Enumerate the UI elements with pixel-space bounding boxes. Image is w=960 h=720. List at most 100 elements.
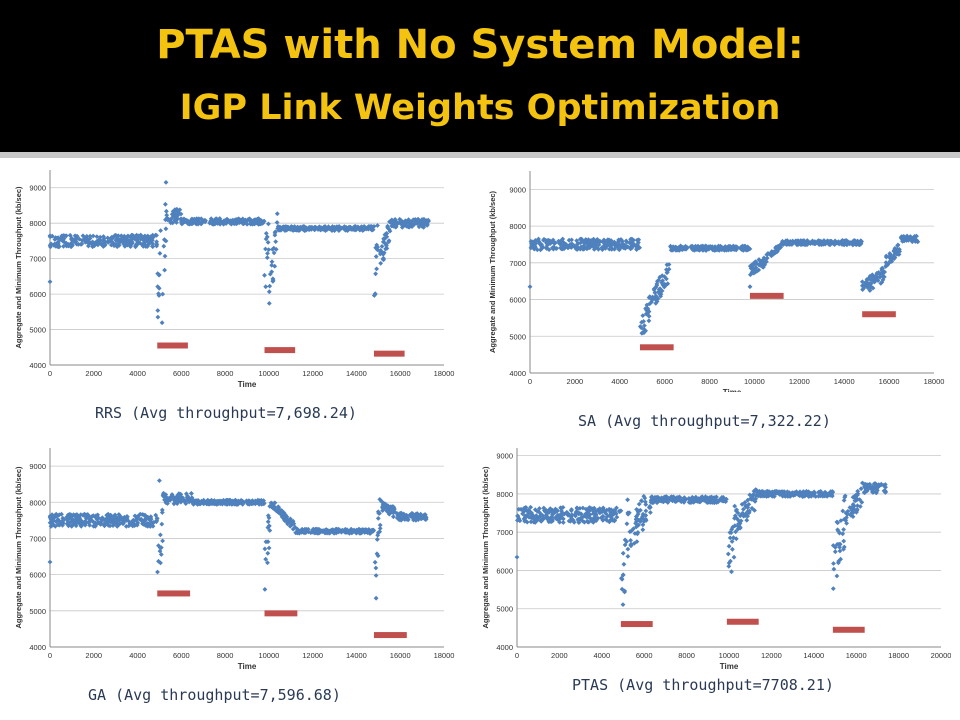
data-point bbox=[622, 242, 628, 248]
data-point bbox=[736, 521, 741, 527]
data-point bbox=[594, 241, 600, 247]
data-point bbox=[625, 553, 631, 559]
data-point bbox=[96, 239, 102, 245]
data-point bbox=[380, 508, 386, 514]
data-point bbox=[79, 241, 85, 247]
data-point bbox=[345, 227, 351, 233]
data-point bbox=[160, 538, 166, 544]
data-point bbox=[657, 286, 663, 292]
data-point bbox=[47, 234, 53, 240]
data-point bbox=[614, 514, 620, 520]
data-point bbox=[265, 519, 271, 525]
x-tick-label: 16000 bbox=[390, 651, 411, 660]
data-point bbox=[607, 517, 613, 523]
data-point bbox=[355, 225, 360, 231]
data-point bbox=[90, 233, 96, 239]
y-axis-label: Aggregate and Minimum Throughput (kb/sec… bbox=[14, 186, 23, 349]
y-tick-label: 9000 bbox=[496, 452, 513, 461]
chart-sa: 4000 5000 6000 7000 8000 9000 0 2000 4000 6000 800… bbox=[488, 171, 944, 392]
data-point bbox=[514, 554, 520, 560]
data-point bbox=[555, 516, 561, 522]
data-point bbox=[155, 314, 161, 320]
data-point bbox=[627, 529, 633, 535]
data-point bbox=[159, 521, 165, 527]
data-point bbox=[262, 272, 267, 278]
data-point bbox=[640, 527, 646, 533]
caption-ga: GA (Avg throughput=7,596.68) bbox=[88, 686, 341, 704]
x-tick-label: 18000 bbox=[888, 651, 909, 660]
data-point bbox=[831, 561, 836, 566]
data-point bbox=[375, 515, 381, 521]
x-tick-label: 2000 bbox=[85, 369, 102, 378]
data-point bbox=[265, 250, 270, 256]
data-point bbox=[549, 512, 555, 518]
y-tick-label: 5000 bbox=[29, 607, 46, 616]
data-point bbox=[126, 523, 132, 529]
data-point bbox=[263, 246, 268, 252]
data-point bbox=[52, 241, 58, 247]
x-tick-label: 14000 bbox=[346, 369, 367, 378]
data-point bbox=[94, 234, 100, 240]
data-point bbox=[543, 245, 549, 251]
data-point bbox=[272, 263, 278, 269]
minimum-throughput-bar bbox=[639, 344, 674, 351]
data-point bbox=[223, 498, 228, 504]
data-point bbox=[157, 250, 163, 256]
data-point bbox=[852, 498, 858, 504]
data-point bbox=[593, 518, 599, 524]
data-point bbox=[620, 550, 626, 556]
x-tick-label: 8000 bbox=[217, 369, 234, 378]
data-point bbox=[621, 561, 627, 567]
data-point bbox=[122, 235, 128, 241]
y-tick-label: 8000 bbox=[29, 498, 46, 507]
data-point bbox=[90, 518, 96, 524]
y-tick-label: 7000 bbox=[509, 259, 526, 268]
data-point bbox=[727, 530, 733, 535]
data-point bbox=[117, 513, 123, 519]
data-point bbox=[643, 508, 649, 514]
x-tick-label: 10000 bbox=[719, 651, 740, 660]
data-point bbox=[729, 546, 735, 552]
x-tick-label: 8000 bbox=[678, 651, 695, 660]
x-axis-label: Time bbox=[723, 388, 742, 392]
data-point bbox=[377, 525, 383, 531]
data-point bbox=[275, 226, 281, 231]
minimum-throughput-bar bbox=[264, 347, 296, 354]
data-point bbox=[134, 517, 140, 523]
x-tick-label: 12000 bbox=[302, 369, 323, 378]
data-point bbox=[374, 266, 380, 272]
y-tick-label: 7000 bbox=[29, 255, 46, 264]
throughput-series bbox=[47, 478, 429, 601]
data-point bbox=[647, 510, 653, 515]
data-point bbox=[333, 526, 339, 532]
data-point bbox=[381, 257, 387, 263]
data-point bbox=[372, 559, 378, 565]
data-point bbox=[744, 517, 750, 523]
data-point bbox=[837, 544, 843, 550]
data-point bbox=[628, 542, 634, 548]
y-axis-label: Aggregate and Minimum Throughput (kb/sec… bbox=[481, 466, 490, 629]
data-point bbox=[129, 232, 135, 238]
data-point bbox=[731, 554, 737, 560]
data-point bbox=[266, 545, 272, 551]
data-point bbox=[101, 241, 107, 247]
throughput-series bbox=[514, 480, 889, 608]
data-point bbox=[375, 223, 380, 228]
data-point bbox=[267, 283, 273, 289]
data-point bbox=[269, 259, 275, 265]
data-point bbox=[377, 249, 383, 255]
data-point bbox=[298, 225, 304, 231]
data-point bbox=[656, 496, 662, 502]
x-tick-label: 14000 bbox=[803, 651, 824, 660]
data-point bbox=[745, 497, 751, 503]
data-point bbox=[597, 510, 603, 516]
data-point bbox=[747, 284, 753, 290]
x-tick-label: 4000 bbox=[611, 377, 628, 386]
data-point bbox=[63, 233, 69, 239]
data-point bbox=[852, 493, 858, 499]
data-point bbox=[288, 227, 294, 232]
data-point bbox=[142, 516, 148, 522]
data-point bbox=[87, 233, 93, 239]
data-point bbox=[274, 211, 280, 217]
data-point bbox=[114, 234, 120, 240]
